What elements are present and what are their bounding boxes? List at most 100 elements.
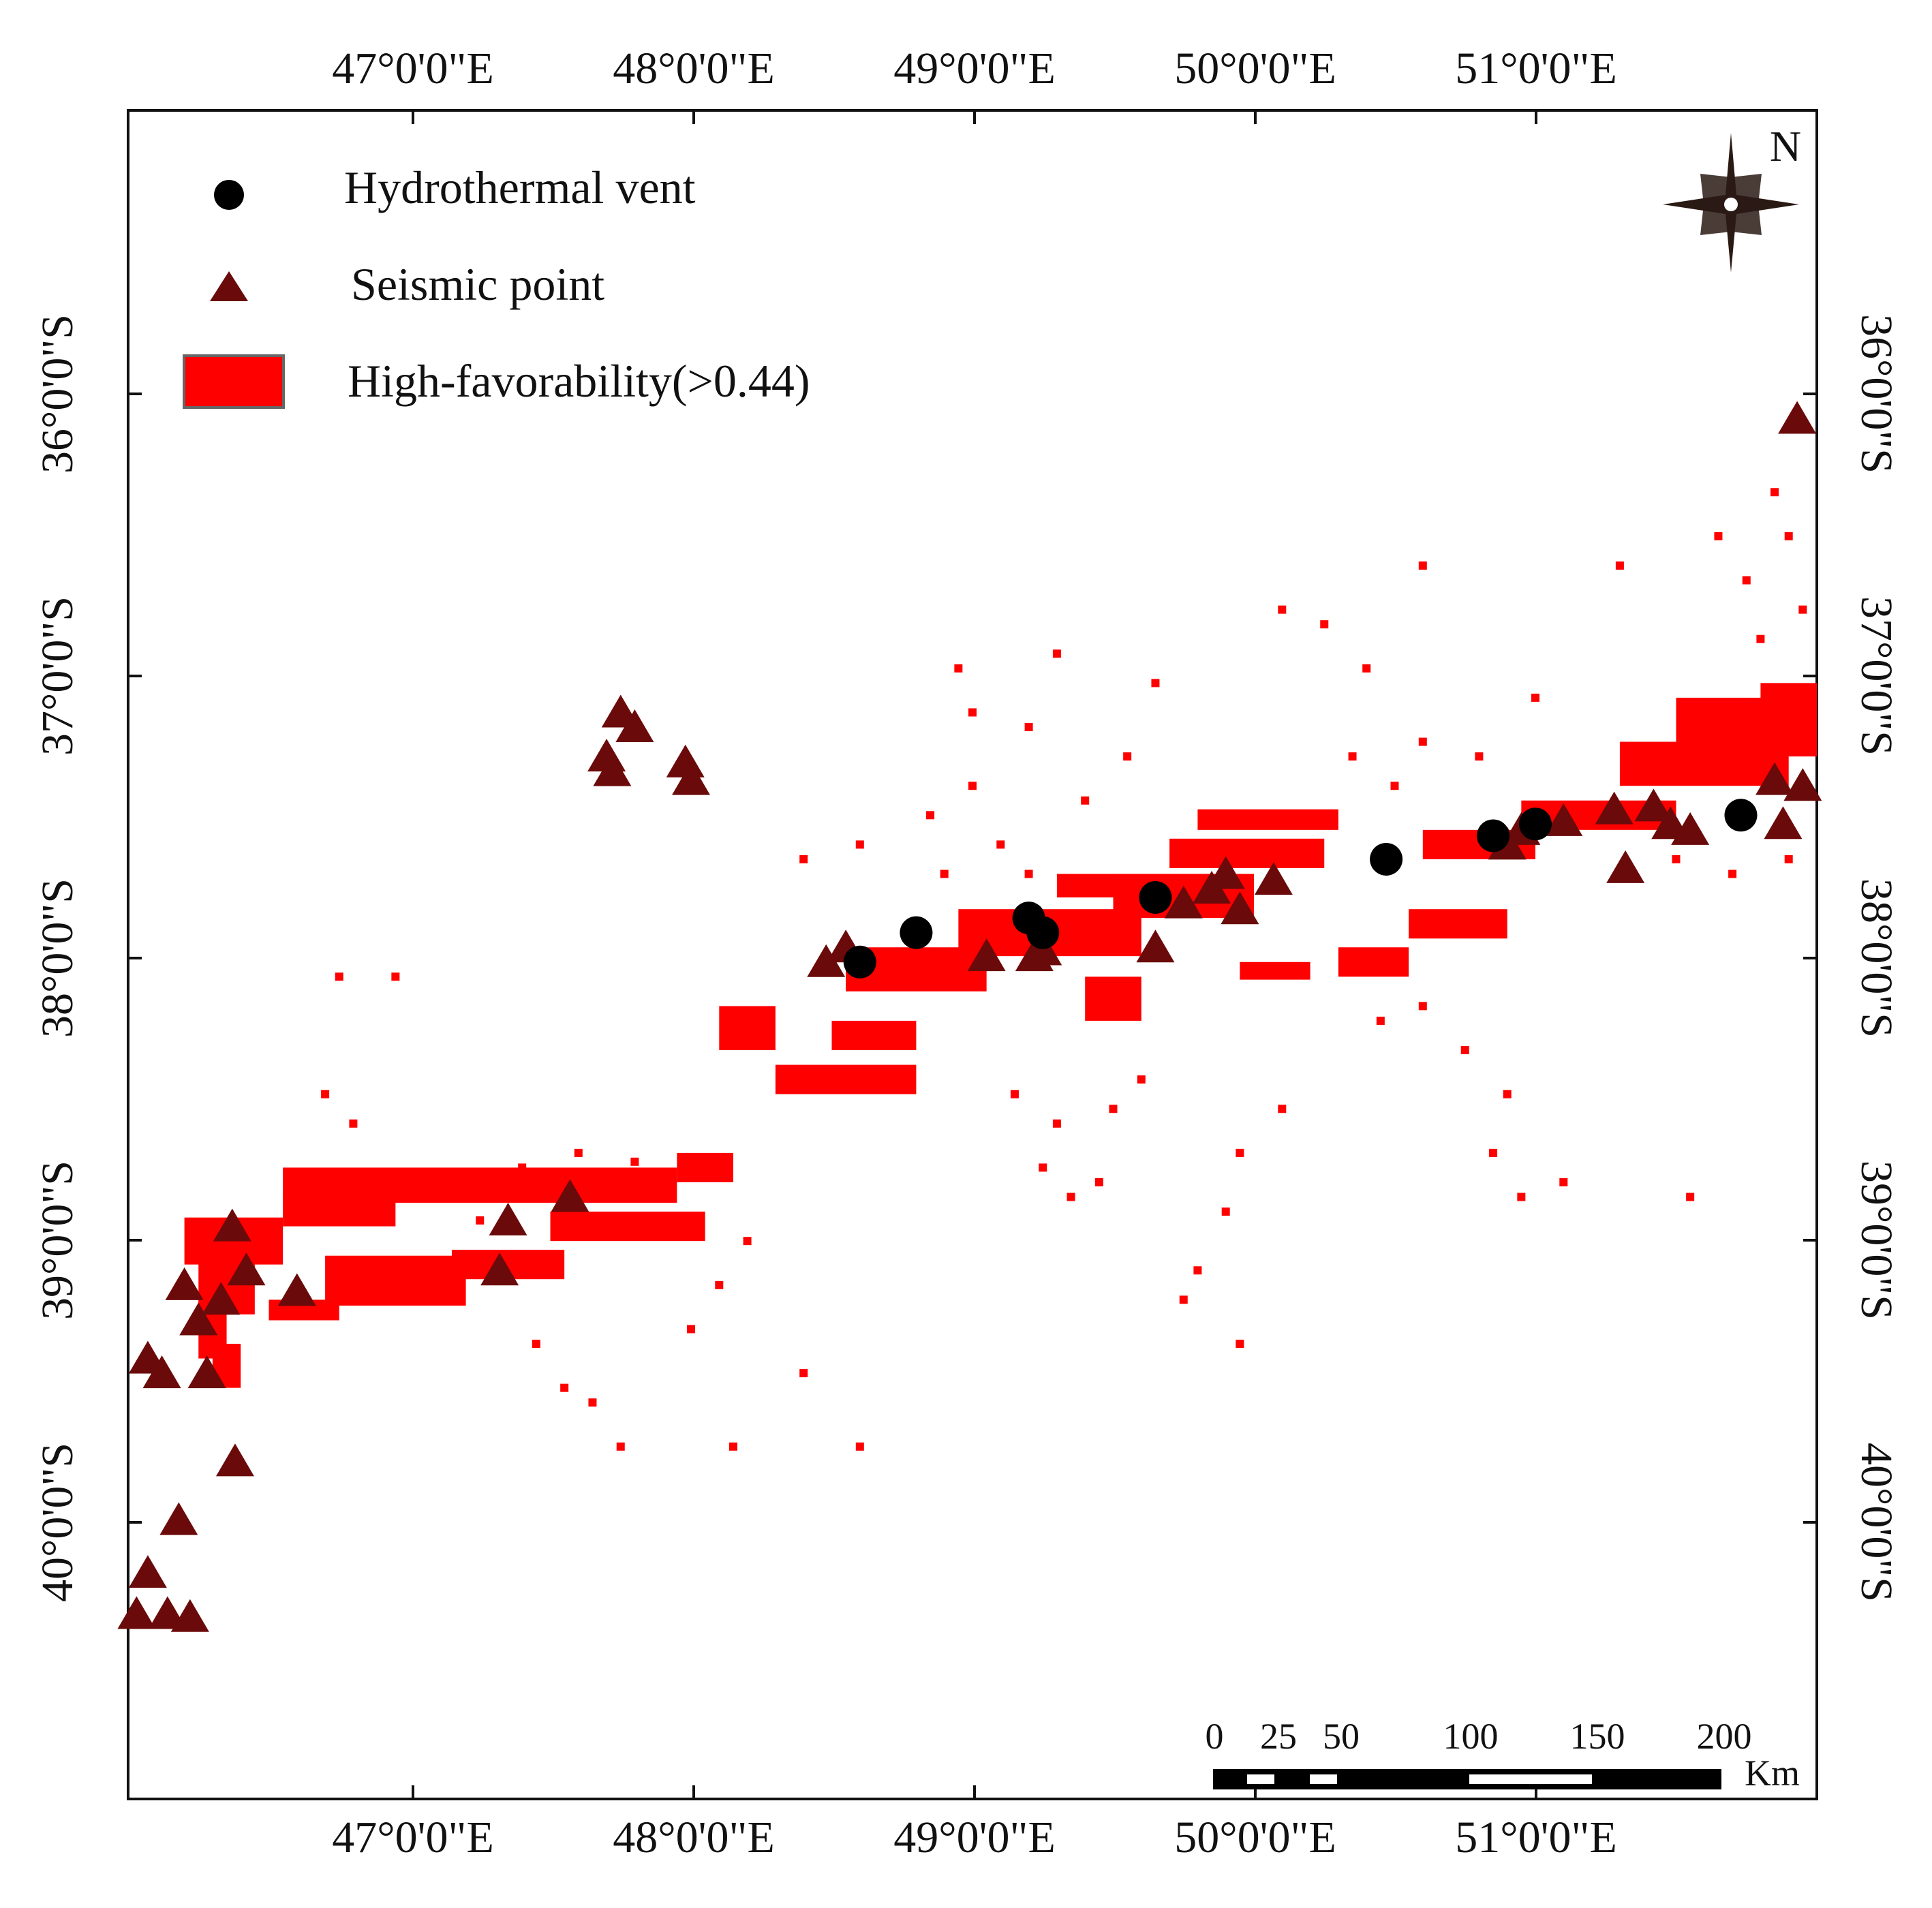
scale-label: 100 (1443, 1716, 1499, 1757)
favorability-pixel (1362, 664, 1371, 673)
favorability-pixel (1460, 1046, 1469, 1055)
favorability-pixel (1348, 752, 1357, 761)
favorability-pixel (1517, 1192, 1526, 1201)
favorability-zone (719, 1006, 776, 1051)
favorability-pixel (1489, 1148, 1498, 1157)
favorability-pixel (1742, 576, 1751, 585)
favorability-zone (283, 1190, 396, 1227)
favorability-pixel (1137, 1075, 1146, 1084)
seismic-point (1544, 803, 1583, 836)
favorability-pixel (1052, 649, 1061, 658)
favorability-pixel (1798, 605, 1807, 614)
favorability-zone (677, 1152, 733, 1182)
favorability-pixel (1278, 605, 1287, 614)
favorability-pixel (1039, 1163, 1047, 1172)
seismic-point (227, 1252, 266, 1286)
favorability-zone (1619, 741, 1789, 786)
seismic-point (1634, 788, 1673, 822)
lat-tick-label-right: 40°0'0"S (1852, 1443, 1901, 1602)
lon-tick-label-bottom: 48°0'0"E (613, 1813, 775, 1862)
hydrothermal-vent-layer (843, 799, 1758, 979)
lat-tick-label-left: 39°0'0"S (33, 1160, 82, 1320)
favorability-pixel (1010, 1090, 1019, 1098)
seismic-point (1206, 856, 1245, 889)
seismic-point (672, 762, 710, 795)
favorability-pixel (1151, 679, 1160, 688)
favorability-pixel (616, 1442, 625, 1451)
seismic-point (1783, 768, 1822, 801)
lat-tick-label-right: 36°0'0"S (1852, 314, 1901, 474)
seismic-point (1778, 401, 1817, 434)
seismic-point (1221, 891, 1259, 925)
seismic-point (215, 1443, 254, 1477)
seismic-point (142, 1355, 181, 1389)
favorability-zone (1338, 947, 1409, 977)
favorability-pixel (1052, 1119, 1061, 1128)
seismic-point (159, 1502, 198, 1535)
lon-tick-label-top: 51°0'0"E (1455, 44, 1617, 93)
seismic-point (277, 1273, 316, 1306)
favorability-pixel (1221, 1207, 1230, 1216)
left-latitude-labels: 36°0'0"S 37°0'0"S 38°0'0"S 39°0'0"S 40°0… (33, 314, 82, 1602)
favorability-pixel (1123, 752, 1132, 761)
seismic-point (1755, 762, 1794, 795)
lat-tick-label-left: 37°0'0"S (33, 596, 82, 756)
lat-tick-label-right: 39°0'0"S (1852, 1160, 1901, 1320)
seismic-point (170, 1599, 209, 1632)
seismic-point (202, 1282, 241, 1315)
scale-bar-frame (1213, 1769, 1721, 1789)
hydrothermal-vent (1026, 916, 1060, 949)
legend-seismic-label: Seismic point (351, 258, 604, 310)
hydrothermal-vent (900, 916, 933, 949)
seismic-point (1671, 812, 1710, 845)
favorability-pixel (743, 1237, 752, 1246)
north-arrow: N (1663, 122, 1801, 273)
lon-tick-label-bottom: 49°0'0"E (893, 1813, 1056, 1862)
top-longitude-labels: 47°0'0"E 48°0'0"E 49°0'0"E 50°0'0"E 51°0… (332, 44, 1617, 93)
seismic-point (1595, 791, 1634, 825)
favorability-pixel (968, 708, 977, 717)
favorability-pixel (349, 1119, 358, 1128)
favorability-zone (831, 1020, 917, 1051)
favorability-pixel (1320, 620, 1329, 629)
favorability-zone (550, 1212, 705, 1242)
hydrothermal-vent (1477, 819, 1510, 852)
favorability-pixel (1615, 561, 1624, 570)
favorability-pixel (532, 1340, 540, 1349)
scale-bar-segment (1310, 1774, 1337, 1784)
favorability-pixel (940, 870, 949, 878)
favorability-pixel (968, 782, 977, 790)
favorability-zone (1760, 683, 1817, 713)
favorability-pixel (1376, 1016, 1385, 1025)
seismic-point (165, 1267, 204, 1300)
seismic-point (480, 1252, 519, 1286)
favorability-zone (325, 1255, 466, 1306)
favorability-pixel (926, 811, 935, 820)
seismic-point (551, 1179, 589, 1212)
hydrothermal-vent (1139, 880, 1172, 914)
scale-bar-segment (1469, 1774, 1592, 1784)
seismic-point (179, 1302, 218, 1336)
favorability-pixel (1418, 561, 1427, 570)
seismic-point (1606, 850, 1645, 883)
favorability-pixel (588, 1398, 597, 1407)
scale-bar: 0 25 50 100 150 200 Km (1206, 1716, 1800, 1794)
favorability-pixel (1193, 1266, 1202, 1275)
lat-tick-label-right: 38°0'0"S (1852, 878, 1901, 1038)
favorability-pixel (1390, 782, 1399, 790)
favorability-pixel (1109, 1105, 1118, 1113)
seismic-point (128, 1555, 167, 1588)
favorability-pixel (321, 1090, 330, 1098)
hydrothermal-vent (1724, 799, 1758, 832)
favorability-zone (1197, 809, 1338, 830)
favorability-pixel (1714, 532, 1723, 540)
favorability-pixel (799, 855, 808, 863)
favorability-pixel (1728, 870, 1737, 878)
favorability-pixel (1236, 1340, 1244, 1349)
legend-seismic-symbol (210, 271, 248, 301)
favorability-pixel (518, 1163, 527, 1172)
right-latitude-labels: 36°0'0"S 37°0'0"S 38°0'0"S 39°0'0"S 40°0… (1852, 314, 1901, 1602)
favorability-pixel (715, 1280, 724, 1289)
lat-tick-label-left: 40°0'0"S (33, 1443, 82, 1602)
